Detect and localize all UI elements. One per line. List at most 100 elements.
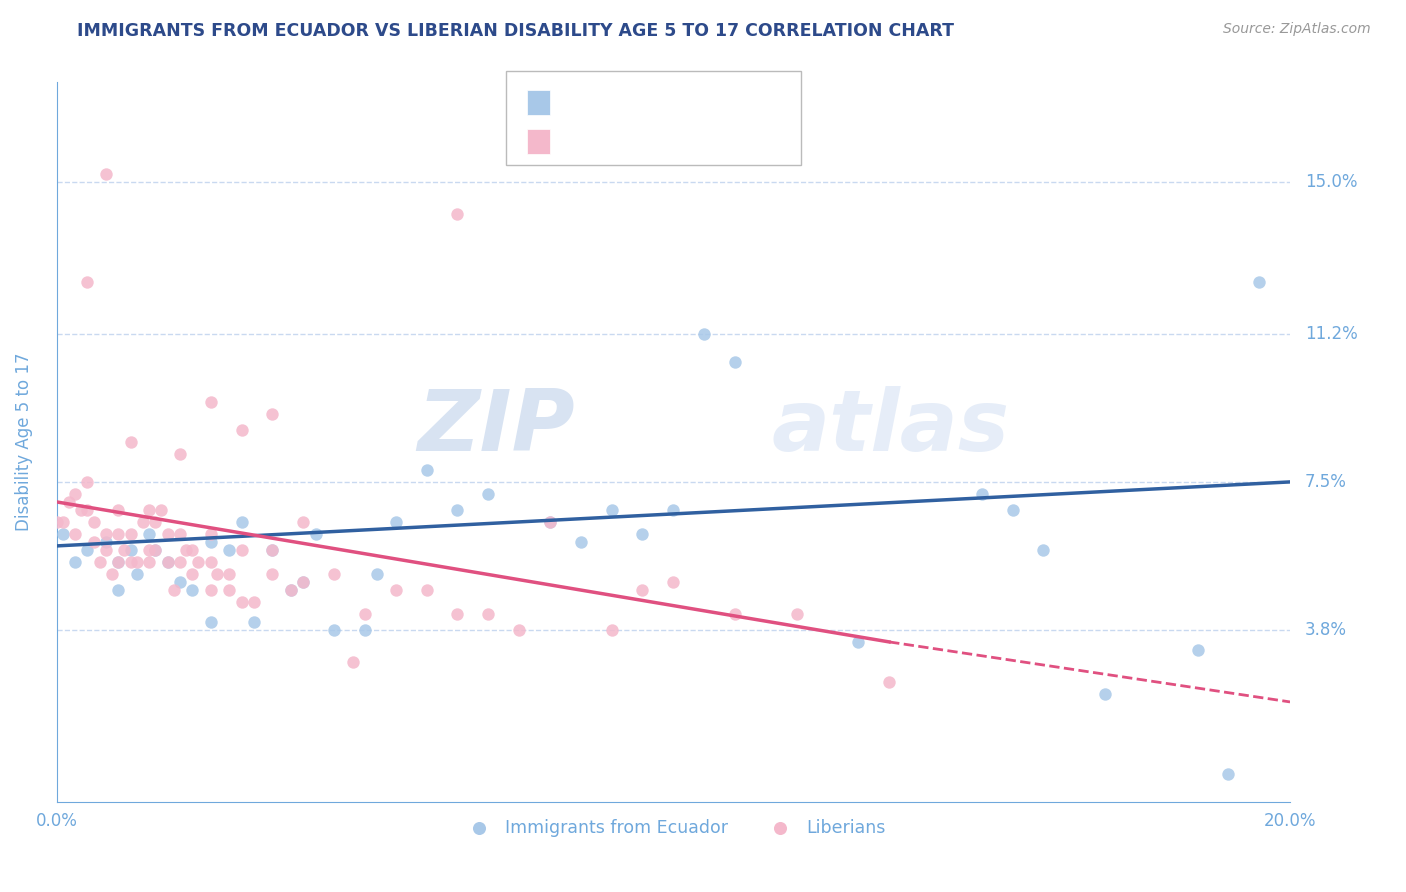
Point: [1094, 687, 1116, 701]
Point: [218, 542, 240, 557]
Point: [724, 355, 747, 369]
Point: [262, 407, 284, 421]
Point: [138, 542, 160, 557]
Text: R = -0.117   N = 74: R = -0.117 N = 74: [558, 133, 728, 151]
Point: [662, 574, 685, 589]
Point: [231, 542, 253, 557]
Text: ZIP: ZIP: [418, 386, 575, 469]
Point: [1249, 275, 1271, 289]
Point: [156, 555, 179, 569]
Point: [138, 555, 160, 569]
Point: [89, 555, 111, 569]
Point: [262, 542, 284, 557]
Point: [280, 582, 302, 597]
Point: [83, 515, 105, 529]
Point: [1032, 542, 1054, 557]
Point: [76, 475, 98, 489]
Point: [280, 582, 302, 597]
Point: [292, 515, 315, 529]
Point: [231, 595, 253, 609]
Text: 15.0%: 15.0%: [1305, 173, 1357, 191]
Point: [187, 555, 209, 569]
Text: R =  0.148   N = 44: R = 0.148 N = 44: [558, 94, 728, 112]
Point: [70, 503, 93, 517]
Point: [262, 542, 284, 557]
Point: [200, 535, 222, 549]
Point: [107, 555, 129, 569]
Point: [600, 503, 623, 517]
Point: [354, 607, 377, 621]
Text: 3.8%: 3.8%: [1305, 621, 1347, 639]
Point: [385, 582, 408, 597]
Point: [342, 655, 364, 669]
Point: [52, 515, 75, 529]
Text: 7.5%: 7.5%: [1305, 473, 1347, 491]
Legend: Immigrants from Ecuador, Liberians: Immigrants from Ecuador, Liberians: [454, 812, 893, 844]
Point: [138, 527, 160, 541]
Y-axis label: Disability Age 5 to 17: Disability Age 5 to 17: [15, 352, 32, 531]
Point: [107, 555, 129, 569]
Point: [200, 527, 222, 541]
Point: [138, 503, 160, 517]
Point: [107, 503, 129, 517]
Point: [323, 566, 346, 581]
Point: [114, 542, 136, 557]
Point: [1001, 503, 1024, 517]
Point: [76, 275, 98, 289]
Point: [243, 595, 266, 609]
Point: [477, 607, 499, 621]
Point: [101, 566, 124, 581]
Point: [846, 635, 869, 649]
Point: [508, 623, 530, 637]
Point: [446, 607, 468, 621]
Point: [169, 555, 191, 569]
Point: [107, 582, 129, 597]
Point: [304, 527, 326, 541]
Point: [181, 542, 204, 557]
Point: [1187, 643, 1209, 657]
Point: [366, 566, 388, 581]
Point: [107, 527, 129, 541]
Point: [218, 582, 240, 597]
Point: [94, 527, 117, 541]
Point: [231, 515, 253, 529]
Point: [83, 535, 105, 549]
Point: [163, 582, 186, 597]
Text: atlas: atlas: [772, 386, 1010, 469]
Point: [231, 423, 253, 437]
Point: [631, 527, 654, 541]
Point: [143, 515, 166, 529]
Point: [262, 566, 284, 581]
Point: [205, 566, 228, 581]
Point: [94, 535, 117, 549]
Point: [132, 515, 155, 529]
Point: [724, 607, 747, 621]
Point: [1218, 767, 1240, 781]
Point: [125, 566, 148, 581]
Point: [569, 535, 592, 549]
Point: [477, 487, 499, 501]
Point: [63, 527, 86, 541]
Point: [446, 503, 468, 517]
Point: [143, 542, 166, 557]
Point: [786, 607, 808, 621]
Point: [76, 503, 98, 517]
Point: [600, 623, 623, 637]
Point: [169, 574, 191, 589]
Point: [58, 495, 80, 509]
Text: Source: ZipAtlas.com: Source: ZipAtlas.com: [1223, 22, 1371, 37]
Point: [143, 542, 166, 557]
Point: [446, 207, 468, 221]
Point: [693, 326, 716, 341]
Point: [631, 582, 654, 597]
Point: [156, 527, 179, 541]
Point: [354, 623, 377, 637]
Point: [94, 167, 117, 181]
Point: [538, 515, 561, 529]
Point: [877, 674, 900, 689]
Point: [200, 555, 222, 569]
Point: [76, 542, 98, 557]
Point: [120, 527, 142, 541]
Point: [415, 582, 437, 597]
Point: [200, 582, 222, 597]
